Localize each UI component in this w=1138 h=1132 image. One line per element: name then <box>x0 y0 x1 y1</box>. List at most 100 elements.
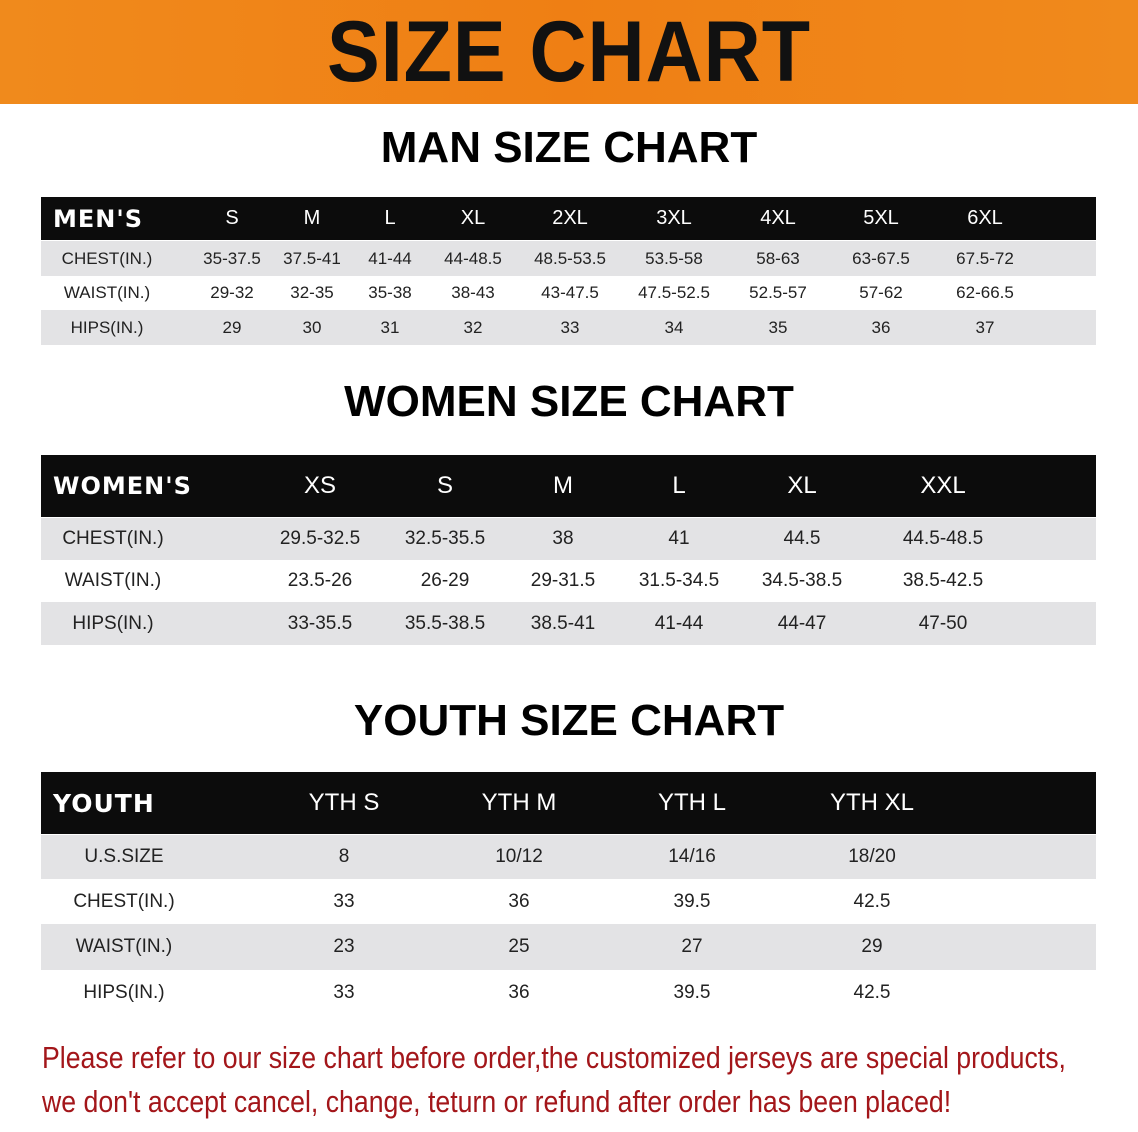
size-value: 35 <box>768 317 788 337</box>
size-value: 10/12 <box>495 846 543 867</box>
size-value: 41 <box>668 528 690 549</box>
size-value: 8 <box>338 846 350 867</box>
women-size-header: XS <box>303 472 337 499</box>
size-value: 30 <box>302 317 322 337</box>
size-value: 35.5-38.5 <box>404 612 486 634</box>
size-value: 36 <box>508 890 530 912</box>
size-value: 42.5 <box>853 981 891 1003</box>
size-value: 58-63 <box>756 248 800 268</box>
size-value: 44-48.5 <box>444 248 502 268</box>
women-size-header: M <box>553 472 573 499</box>
size-value: 37.5-41 <box>283 248 341 268</box>
size-value: 35-37.5 <box>203 248 261 268</box>
women-size-header: XXL <box>920 472 966 499</box>
size-value: 31 <box>380 317 400 337</box>
size-value: 29 <box>861 936 883 957</box>
youth-table-row: WAIST(IN.) 23 25 27 29 <box>41 924 1096 970</box>
row-label: HIPS(IN.) <box>70 317 144 337</box>
men-section-title: MAN SIZE CHART <box>380 123 758 172</box>
youth-size-header: YTH S <box>308 789 380 816</box>
men-table-row: HIPS(IN.) 29 30 31 32 33 34 35 36 37 <box>41 310 1096 345</box>
size-value: 67.5-72 <box>956 248 1014 268</box>
men-header-label: MEN'S <box>53 204 143 233</box>
size-value: 14/16 <box>668 846 716 867</box>
row-label: HIPS(IN.) <box>83 981 165 1003</box>
men-size-header: 2XL <box>552 207 588 229</box>
women-size-header: L <box>672 472 686 499</box>
youth-table-row: HIPS(IN.) 33 36 39.5 42.5 <box>41 970 1096 1015</box>
size-value: 41-44 <box>368 248 412 268</box>
size-value: 53.5-58 <box>645 248 703 268</box>
size-value: 26-29 <box>420 570 470 591</box>
size-value: 42.5 <box>853 890 891 912</box>
size-value: 18/20 <box>848 846 896 867</box>
size-value: 47-50 <box>918 612 968 634</box>
women-header-label: WOMEN'S <box>53 472 192 500</box>
women-table-row: HIPS(IN.) 33-35.5 35.5-38.5 38.5-41 41-44 44-… <box>41 602 1096 645</box>
men-size-header: S <box>225 207 239 229</box>
size-value: 38-43 <box>451 283 495 302</box>
size-value: 44.5-48.5 <box>902 528 984 549</box>
women-section-title: WOMEN SIZE CHART <box>344 377 794 426</box>
men-size-header: 5XL <box>863 207 899 229</box>
row-label: WAIST(IN.) <box>75 936 173 957</box>
size-value: 48.5-53.5 <box>534 248 606 268</box>
row-label: WAIST(IN.) <box>64 570 162 591</box>
size-value: 29-32 <box>210 283 254 302</box>
notice-line-1: Please refer to our size chart before or… <box>42 1040 1066 1075</box>
size-value: 36 <box>871 317 891 337</box>
size-value: 38 <box>552 528 574 549</box>
row-label: CHEST(IN.) <box>62 528 164 549</box>
size-value: 41-44 <box>654 612 704 634</box>
women-header-row: WOMEN'S XS S M L XL XXL <box>41 455 1096 517</box>
size-value: 39.5 <box>673 890 711 912</box>
size-value: 29-31.5 <box>530 570 596 591</box>
size-value: 57-62 <box>859 283 903 302</box>
size-value: 34 <box>664 317 684 337</box>
size-value: 23 <box>333 936 355 957</box>
size-value: 29.5-32.5 <box>279 528 361 549</box>
row-label: CHEST(IN.) <box>73 890 175 912</box>
size-value: 44-47 <box>777 612 827 634</box>
men-size-header: 3XL <box>656 207 692 229</box>
youth-table-row: CHEST(IN.) 33 36 39.5 42.5 <box>41 879 1096 924</box>
row-label: HIPS(IN.) <box>72 612 154 634</box>
size-value: 44.5 <box>783 528 821 549</box>
size-value: 38.5-41 <box>530 612 596 634</box>
size-value: 25 <box>508 936 530 957</box>
size-value: 33 <box>560 317 580 337</box>
size-value: 23.5-26 <box>287 570 353 591</box>
youth-section-title: YOUTH SIZE CHART <box>353 696 785 745</box>
size-value: 27 <box>681 936 703 957</box>
size-value: 47.5-52.5 <box>638 283 710 302</box>
men-header-row: MEN'S S M L XL 2XL 3XL 4XL 5XL 6XL <box>41 197 1096 240</box>
men-table-row: WAIST(IN.) 29-32 32-35 35-38 38-43 43-47.5 47.… <box>41 276 1096 310</box>
size-value: 29 <box>222 317 242 337</box>
youth-header-label: YOUTH <box>53 788 155 818</box>
size-value: 38.5-42.5 <box>902 570 984 591</box>
size-value: 36 <box>508 981 530 1003</box>
size-value: 39.5 <box>673 981 711 1003</box>
men-size-header: L <box>384 207 396 229</box>
youth-size-header: YTH M <box>481 789 557 816</box>
size-value: 33 <box>333 890 355 912</box>
youth-header-row: YOUTH YTH S YTH M YTH L YTH XL <box>41 772 1096 834</box>
size-value: 33-35.5 <box>287 612 353 634</box>
notice-line-2: we don't accept cancel, change, teturn o… <box>42 1084 952 1119</box>
size-value: 37 <box>975 317 995 337</box>
size-value: 31.5-34.5 <box>638 570 720 591</box>
size-value: 43-47.5 <box>541 283 599 302</box>
men-size-header: XL <box>460 207 486 229</box>
size-value: 34.5-38.5 <box>761 570 843 591</box>
women-size-header: S <box>436 472 454 499</box>
row-label: U.S.SIZE <box>84 846 164 867</box>
women-table-row: CHEST(IN.) 29.5-32.5 32.5-35.5 38 41 44.5 44.5… <box>41 518 1096 560</box>
size-value: 33 <box>333 981 355 1003</box>
women-table-row: WAIST(IN.) 23.5-26 26-29 29-31.5 31.5-34.5 34… <box>41 560 1096 602</box>
youth-table-row: U.S.SIZE 8 10/12 14/16 18/20 <box>41 835 1096 879</box>
size-value: 62-66.5 <box>956 283 1014 302</box>
row-label: CHEST(IN.) <box>61 248 153 268</box>
size-value: 52.5-57 <box>749 283 807 302</box>
size-value: 32.5-35.5 <box>404 528 486 549</box>
size-value: 63-67.5 <box>852 248 910 268</box>
